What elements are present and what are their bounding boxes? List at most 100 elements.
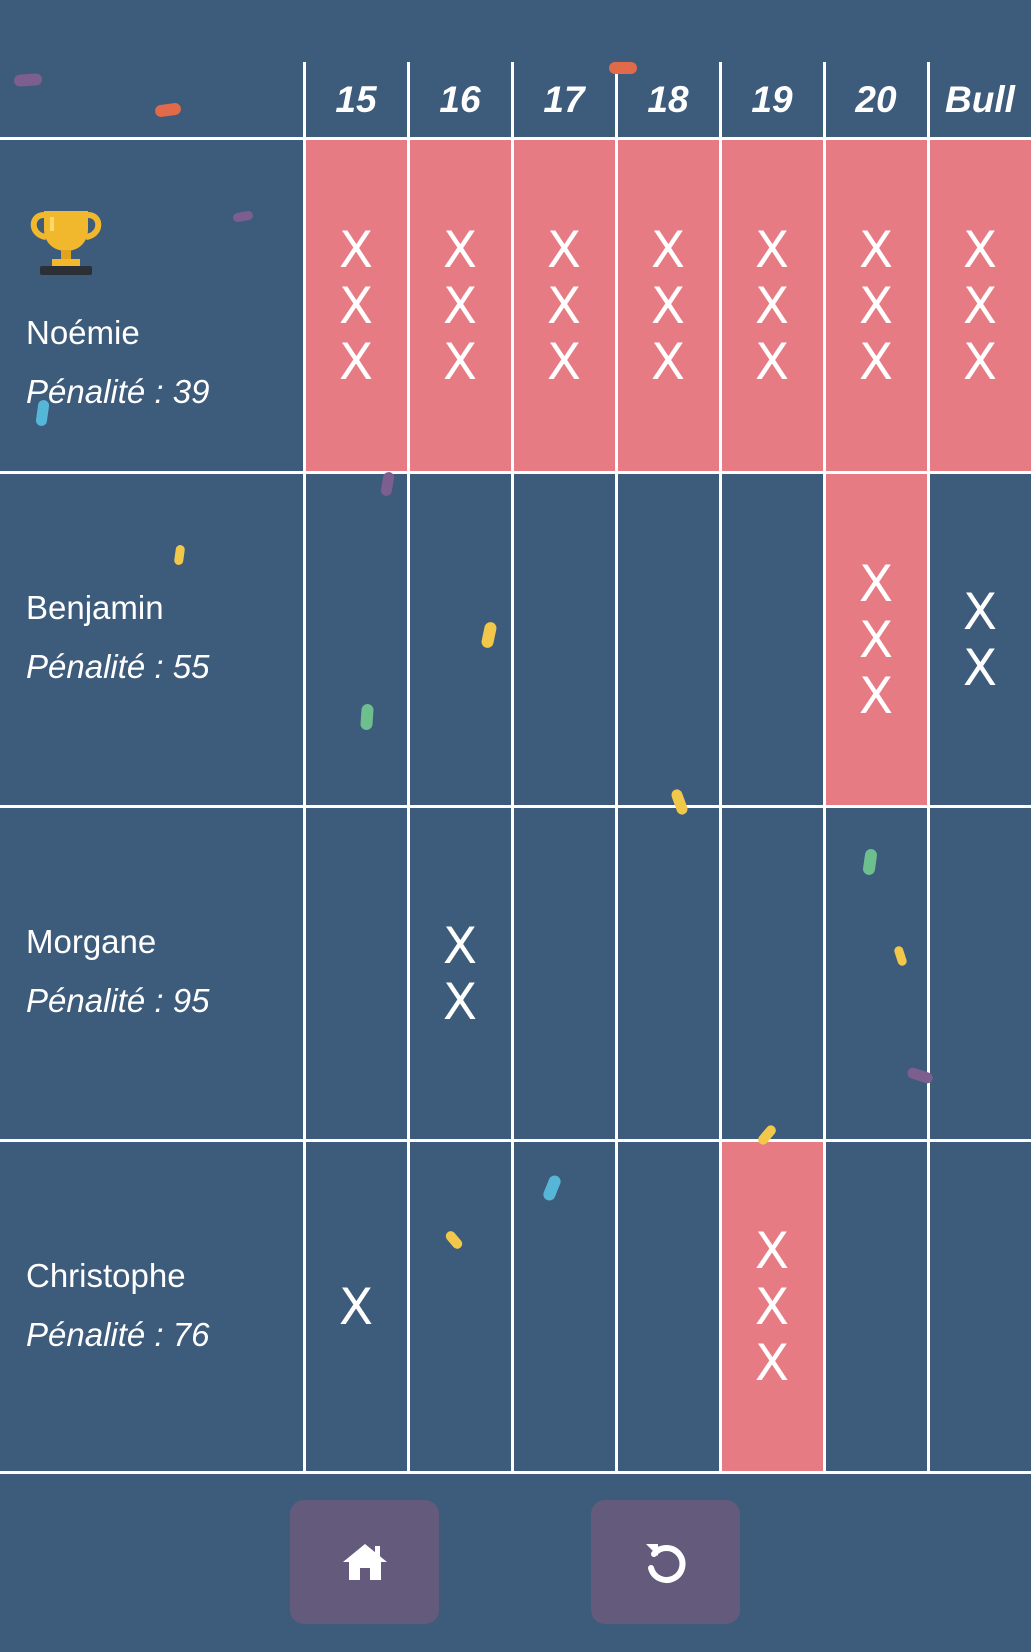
confetti-piece	[360, 703, 374, 731]
grid-line	[927, 62, 930, 1473]
hit-mark: X	[962, 639, 998, 697]
column-header-row: 15 16 17 18 19 20 Bull	[0, 62, 1031, 138]
hit-mark: X	[858, 276, 894, 335]
hit-mark: X	[546, 220, 582, 279]
hit-mark: X	[650, 220, 686, 279]
score-cell	[305, 808, 407, 1140]
confetti-piece	[609, 62, 637, 74]
hit-mark: X	[754, 1222, 790, 1280]
hit-mark: X	[442, 973, 478, 1031]
score-cell	[513, 808, 615, 1140]
trophy-icon	[30, 211, 102, 275]
player-penalty: Pénalité : 39	[26, 373, 209, 411]
hit-mark: X	[442, 220, 478, 279]
score-cell	[409, 1142, 511, 1472]
grid-line	[407, 62, 410, 1473]
hit-mark: X	[858, 667, 894, 725]
grid-line	[0, 137, 1031, 140]
hit-mark: X	[858, 555, 894, 613]
grid-line	[303, 62, 306, 1473]
grid-line	[511, 62, 514, 1473]
hit-mark: X	[858, 611, 894, 669]
home-icon	[342, 1544, 387, 1580]
hit-mark: X	[962, 583, 998, 641]
hit-mark: X	[962, 276, 998, 335]
penalty-label: Pénalité :	[26, 982, 173, 1019]
grid-line	[823, 62, 826, 1473]
column-header-18: 18	[647, 79, 689, 120]
score-cell	[305, 474, 407, 806]
hit-mark: X	[338, 276, 374, 335]
grid-line	[615, 62, 618, 1473]
score-cell	[617, 808, 719, 1140]
score-cell	[721, 474, 823, 806]
penalty-value: 39	[172, 373, 210, 410]
player-name: Christophe	[26, 1257, 186, 1294]
restart-button[interactable]	[591, 1500, 740, 1624]
score-cell	[929, 1142, 1031, 1472]
hit-mark: X	[858, 220, 894, 279]
hit-mark: X	[754, 220, 790, 279]
player-penalty: Pénalité : 55	[26, 648, 209, 686]
hit-mark: X	[546, 276, 582, 335]
hit-mark: X	[338, 220, 374, 279]
player-name: Noémie	[26, 314, 140, 351]
hit-mark: X	[442, 276, 478, 335]
score-cell	[929, 808, 1031, 1140]
grid-line	[0, 471, 1031, 474]
home-button[interactable]	[290, 1500, 439, 1624]
penalty-value: 76	[172, 1316, 210, 1353]
grid-line	[0, 1471, 1031, 1474]
grid-line	[0, 805, 1031, 808]
player-penalty: Pénalité : 95	[26, 982, 209, 1020]
column-header-19: 19	[751, 79, 793, 120]
penalty-value: 95	[172, 982, 210, 1019]
hit-mark: X	[442, 917, 478, 975]
hit-mark: X	[338, 332, 374, 391]
score-cell	[721, 808, 823, 1140]
score-cell: X	[305, 1142, 407, 1472]
grid-line	[0, 1139, 1031, 1142]
score-cell	[513, 1142, 615, 1472]
hit-mark: X	[650, 332, 686, 391]
column-header-15: 15	[335, 79, 377, 120]
grid-line	[719, 62, 722, 1473]
hit-mark: X	[754, 1278, 790, 1336]
score-cell	[409, 474, 511, 806]
column-header-20: 20	[855, 79, 897, 120]
hit-mark: X	[754, 1334, 790, 1392]
score-cell	[617, 474, 719, 806]
confetti-piece	[13, 73, 43, 87]
column-header-16: 16	[439, 79, 481, 120]
column-header-17: 17	[543, 79, 585, 120]
hit-mark: X	[754, 276, 790, 335]
hit-mark: X	[546, 332, 582, 391]
column-header-bull: Bull	[945, 79, 1015, 120]
penalty-value: 55	[172, 648, 210, 685]
hit-mark: X	[338, 1278, 374, 1336]
penalty-label: Pénalité :	[26, 1316, 173, 1353]
hit-mark: X	[858, 332, 894, 391]
penalty-label: Pénalité :	[26, 648, 173, 685]
hit-mark: X	[754, 332, 790, 391]
score-cell	[617, 1142, 719, 1472]
restart-icon	[645, 1544, 685, 1583]
score-cell	[825, 1142, 927, 1472]
player-penalty: Pénalité : 76	[26, 1316, 209, 1354]
